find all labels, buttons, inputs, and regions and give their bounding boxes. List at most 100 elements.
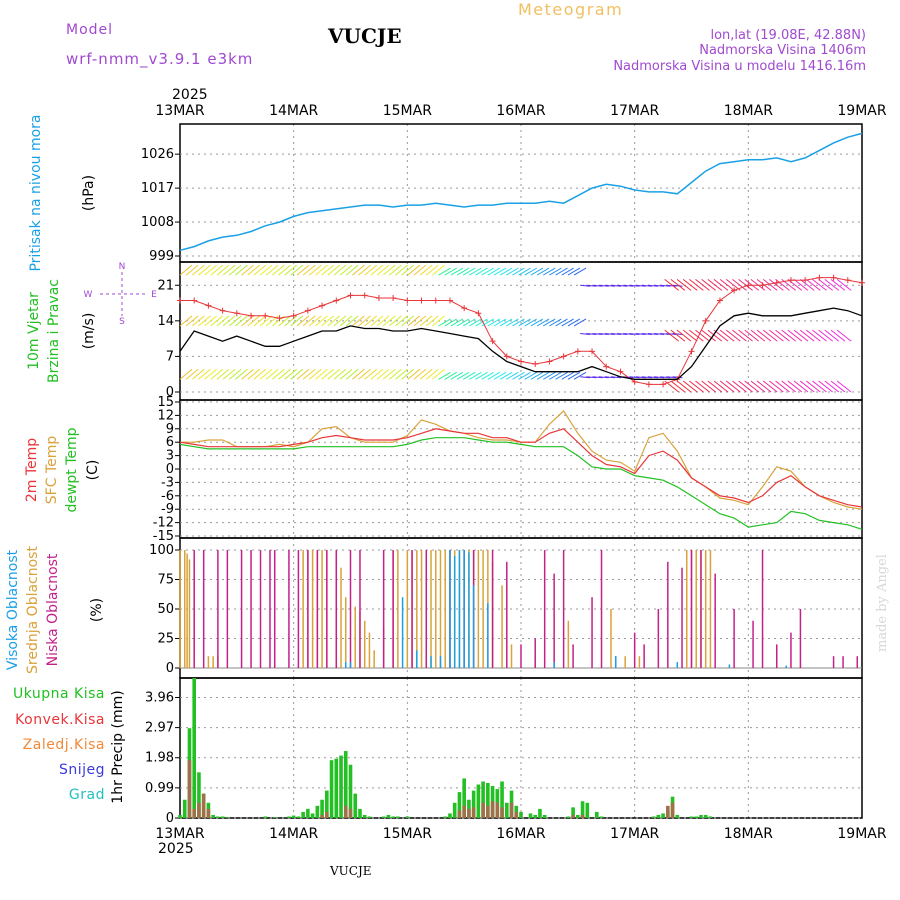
wind-arrow xyxy=(719,380,735,393)
precip-total-bar xyxy=(528,813,533,818)
precip-convective-bar xyxy=(486,805,490,818)
gust-point xyxy=(205,302,212,309)
gust-point xyxy=(716,297,723,304)
panel-clouds: 0 25 50 75 100 Visoka Oblacnost Srednja Oblacn… xyxy=(5,537,863,679)
wind-arrow xyxy=(308,368,322,380)
gust-point xyxy=(844,277,851,284)
wind-arrow xyxy=(592,333,603,336)
wind-arrow xyxy=(469,318,482,327)
wind-arrow xyxy=(604,376,615,379)
precip-total-bar xyxy=(306,808,310,818)
precip-total-bar xyxy=(216,816,220,818)
panel-title: Srednja Oblacnost xyxy=(25,546,41,674)
year-label-top: 2025 xyxy=(172,87,208,103)
wind-arrow xyxy=(580,333,591,336)
wind-arrow xyxy=(308,264,322,276)
precip-total-bar xyxy=(462,778,466,818)
wind-arrow xyxy=(775,278,790,291)
wind-arrow xyxy=(179,315,193,327)
gust-point xyxy=(859,279,865,286)
gust-point xyxy=(816,274,823,281)
panel-frame xyxy=(179,677,863,819)
model-name: wrf-nmm_v3.9.1 e3km xyxy=(66,50,253,69)
y-tick-label: 3 xyxy=(166,449,174,464)
wind-arrow xyxy=(179,368,193,380)
wind-arrow xyxy=(333,368,347,380)
wind-arrow xyxy=(573,371,587,380)
gust-point xyxy=(546,358,553,365)
precip-total-bar xyxy=(197,772,201,818)
wind-arrow xyxy=(241,368,254,380)
precip-total-bar xyxy=(386,814,391,818)
wind-arrow xyxy=(744,380,760,393)
footer-station: VUCJE xyxy=(329,864,372,878)
wind-arrow xyxy=(654,376,665,379)
wind-arrow xyxy=(487,318,501,327)
wind-arrow xyxy=(222,368,236,380)
wind-arrow xyxy=(830,329,846,342)
wind-arrow xyxy=(185,264,199,276)
y-tick-label: 2.97 xyxy=(145,721,174,736)
wind-arrow xyxy=(818,380,833,393)
wind-arrow xyxy=(438,371,451,380)
wind-arrow xyxy=(321,264,334,276)
precip-total-bar xyxy=(343,751,348,818)
wind-arrow xyxy=(750,380,766,393)
precip-total-bar xyxy=(594,811,599,818)
precip-total-bar xyxy=(519,811,523,818)
y-tick-label: -12 xyxy=(153,516,174,531)
compass-west: W xyxy=(84,290,93,300)
gust-point xyxy=(745,282,752,289)
wind-arrow xyxy=(701,278,716,291)
wind-arrow xyxy=(617,333,628,336)
wind-arrow xyxy=(462,318,476,327)
wind-arrow xyxy=(395,368,408,380)
precip-total-bar xyxy=(471,790,476,818)
wind-arrow xyxy=(561,318,574,327)
gust-point xyxy=(361,292,368,299)
time-label-bottom: 16MAR xyxy=(496,826,545,842)
gust-point xyxy=(248,312,255,319)
wind-arrow xyxy=(450,318,464,327)
wind-arrow xyxy=(647,284,658,287)
precip-legend-item: Ukupna Kisa xyxy=(13,686,105,702)
precip-total-bar xyxy=(225,817,230,818)
y-tick-label: 50 xyxy=(157,602,174,617)
precip-total-bar xyxy=(182,799,187,818)
wind-arrow xyxy=(617,284,628,287)
wind-arrow xyxy=(413,315,427,327)
wind-arrow xyxy=(738,329,753,342)
wind-arrow xyxy=(413,368,427,380)
precip-total-bar xyxy=(381,816,386,818)
wind-arrow xyxy=(567,267,581,276)
wind-arrow xyxy=(750,329,766,342)
wind-arrow xyxy=(793,380,809,393)
precip-convective-bar xyxy=(457,810,462,818)
wind-arrow xyxy=(253,315,267,327)
wind-arrow xyxy=(222,264,236,276)
wind-arrow xyxy=(775,380,790,393)
wind-arrow xyxy=(259,264,273,276)
wind-arrow xyxy=(407,264,421,276)
wind-arrow xyxy=(407,368,421,380)
time-label-bottom: 15MAR xyxy=(383,826,432,842)
wind-arrow xyxy=(493,267,507,276)
wind-arrow xyxy=(676,329,692,342)
wind-arrow xyxy=(382,368,396,380)
wind-arrow xyxy=(561,267,574,276)
wind-arrow xyxy=(635,284,646,287)
wind-arrow xyxy=(315,315,328,327)
wind-arrow xyxy=(524,371,538,380)
panel-title: Brzina i Pravac xyxy=(46,279,62,383)
wind-arrow xyxy=(719,278,735,291)
wind-arrow xyxy=(695,278,710,291)
wind-arrow xyxy=(235,264,248,276)
precip-total-bar xyxy=(452,802,457,818)
wind-arrow xyxy=(179,264,193,276)
precip-total-bar xyxy=(211,814,215,818)
wind-arrow xyxy=(555,318,568,327)
wind-arrow xyxy=(670,278,686,291)
wind-arrow xyxy=(438,318,451,327)
wind-arrow xyxy=(664,329,680,342)
wind-arrow xyxy=(524,318,538,327)
